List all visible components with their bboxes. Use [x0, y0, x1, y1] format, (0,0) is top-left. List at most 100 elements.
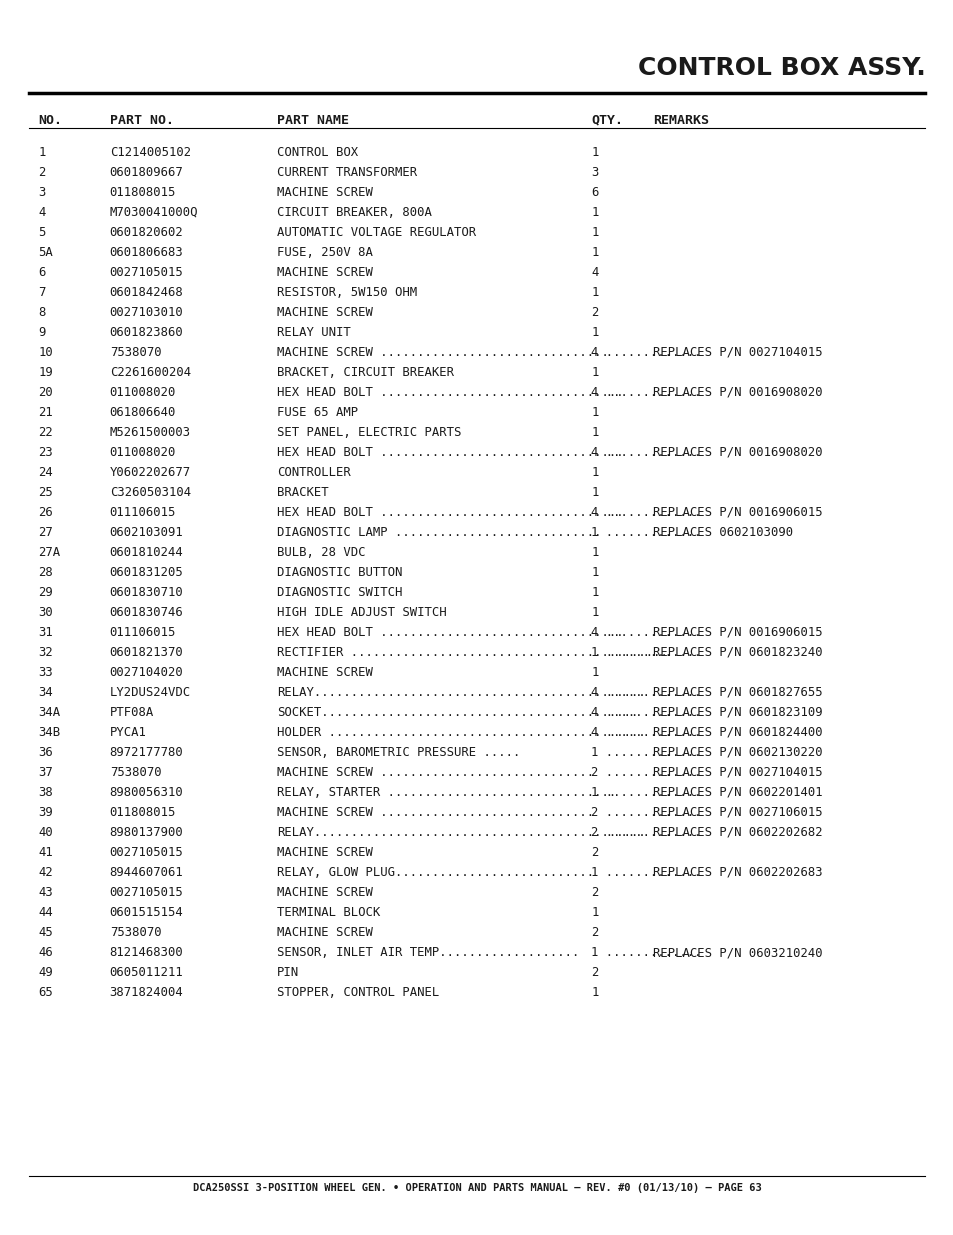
Text: 0601806683: 0601806683 [110, 246, 183, 259]
Text: 26: 26 [38, 506, 52, 519]
Text: 3871824004: 3871824004 [110, 986, 183, 999]
Text: REPLACES P/N 0602201401: REPLACES P/N 0602201401 [653, 785, 822, 799]
Text: 6: 6 [591, 185, 598, 199]
Text: 44: 44 [38, 906, 52, 919]
Text: 9: 9 [38, 326, 46, 338]
Text: STOPPER, CONTROL PANEL: STOPPER, CONTROL PANEL [276, 986, 438, 999]
Text: 0601515154: 0601515154 [110, 906, 183, 919]
Text: 011008020: 011008020 [110, 446, 176, 459]
Text: 8: 8 [38, 306, 46, 319]
Text: HEX HEAD BOLT .................................: HEX HEAD BOLT ..........................… [276, 385, 622, 399]
Text: 33: 33 [38, 666, 52, 679]
Text: SENSOR, BAROMETRIC PRESSURE .....: SENSOR, BAROMETRIC PRESSURE ..... [276, 746, 519, 760]
Text: 0027105015: 0027105015 [110, 266, 183, 279]
Text: REPLACES P/N 0602202683: REPLACES P/N 0602202683 [653, 866, 822, 879]
Text: 36: 36 [38, 746, 52, 760]
Text: 0601821370: 0601821370 [110, 646, 183, 659]
Text: TERMINAL BLOCK: TERMINAL BLOCK [276, 906, 379, 919]
Text: BULB, 28 VDC: BULB, 28 VDC [276, 546, 365, 559]
Text: 7538070: 7538070 [110, 926, 161, 939]
Text: RELAY, GLOW PLUG...........................: RELAY, GLOW PLUG........................… [276, 866, 593, 879]
Text: 1: 1 [591, 146, 598, 159]
Text: 8980137900: 8980137900 [110, 826, 183, 839]
Text: RECTIFIER ...........................................: RECTIFIER ..............................… [276, 646, 667, 659]
Text: 39: 39 [38, 806, 52, 819]
Text: 8972177780: 8972177780 [110, 746, 183, 760]
Text: 4: 4 [38, 206, 46, 219]
Text: 2: 2 [591, 966, 598, 979]
Text: 011008020: 011008020 [110, 385, 176, 399]
Text: 34B: 34B [38, 726, 60, 739]
Text: DIAGNOSTIC BUTTON: DIAGNOSTIC BUTTON [276, 566, 401, 579]
Text: REPLACES P/N 0602202682: REPLACES P/N 0602202682 [653, 826, 822, 839]
Text: 1: 1 [591, 606, 598, 619]
Text: 1: 1 [591, 226, 598, 238]
Text: 011808015: 011808015 [110, 185, 176, 199]
Text: 4 .............: 4 ............. [591, 506, 701, 519]
Text: MACHINE SCREW: MACHINE SCREW [276, 306, 372, 319]
Text: RESISTOR, 5W150 OHM: RESISTOR, 5W150 OHM [276, 285, 416, 299]
Text: 011106015: 011106015 [110, 626, 176, 638]
Text: 0601830710: 0601830710 [110, 585, 183, 599]
Text: SENSOR, INLET AIR TEMP...................: SENSOR, INLET AIR TEMP..................… [276, 946, 578, 960]
Text: QTY.: QTY. [591, 114, 623, 127]
Text: REPLACES P/N 0016906015: REPLACES P/N 0016906015 [653, 506, 822, 519]
Text: REPLACES P/N 0016908020: REPLACES P/N 0016908020 [653, 385, 822, 399]
Text: BRACKET: BRACKET [276, 485, 328, 499]
Text: MACHINE SCREW: MACHINE SCREW [276, 885, 372, 899]
Text: M5261500003: M5261500003 [110, 426, 191, 438]
Text: REPLACES P/N 0603210240: REPLACES P/N 0603210240 [653, 946, 822, 960]
Text: CURRENT TRANSFORMER: CURRENT TRANSFORMER [276, 165, 416, 179]
Text: REPLACES P/N 0016908020: REPLACES P/N 0016908020 [653, 446, 822, 459]
Text: M7030041000Q: M7030041000Q [110, 206, 198, 219]
Text: 1: 1 [591, 585, 598, 599]
Text: 4 .............: 4 ............. [591, 385, 701, 399]
Text: CIRCUIT BREAKER, 800A: CIRCUIT BREAKER, 800A [276, 206, 431, 219]
Text: 41: 41 [38, 846, 52, 860]
Text: 1: 1 [591, 206, 598, 219]
Text: 22: 22 [38, 426, 52, 438]
Text: 40: 40 [38, 826, 52, 839]
Text: DCA250SSI 3-POSITION WHEEL GEN. • OPERATION AND PARTS MANUAL — REV. #0 (01/13/10: DCA250SSI 3-POSITION WHEEL GEN. • OPERAT… [193, 1183, 760, 1193]
Text: 2: 2 [591, 306, 598, 319]
Text: 46: 46 [38, 946, 52, 960]
Text: 0027105015: 0027105015 [110, 846, 183, 860]
Text: RELAY.............................................: RELAY...................................… [276, 685, 645, 699]
Text: 0027103010: 0027103010 [110, 306, 183, 319]
Text: MACHINE SCREW .............................: MACHINE SCREW ..........................… [276, 806, 593, 819]
Text: 0601830746: 0601830746 [110, 606, 183, 619]
Text: C1214005102: C1214005102 [110, 146, 191, 159]
Text: 1 .............: 1 ............. [591, 526, 701, 538]
Text: 0605011211: 0605011211 [110, 966, 183, 979]
Text: 65: 65 [38, 986, 52, 999]
Text: 32: 32 [38, 646, 52, 659]
Text: 1: 1 [591, 986, 598, 999]
Text: 1: 1 [38, 146, 46, 159]
Text: BRACKET, CIRCUIT BREAKER: BRACKET, CIRCUIT BREAKER [276, 366, 454, 379]
Text: SET PANEL, ELECTRIC PARTS: SET PANEL, ELECTRIC PARTS [276, 426, 460, 438]
Text: 34A: 34A [38, 706, 60, 719]
Text: REPLACES P/N 0027104015: REPLACES P/N 0027104015 [653, 766, 822, 779]
Text: 8980056310: 8980056310 [110, 785, 183, 799]
Text: 061806640: 061806640 [110, 406, 176, 419]
Text: 2 .............: 2 ............. [591, 766, 701, 779]
Text: MACHINE SCREW: MACHINE SCREW [276, 266, 372, 279]
Text: 0601820602: 0601820602 [110, 226, 183, 238]
Text: 0601842468: 0601842468 [110, 285, 183, 299]
Text: 4 .............: 4 ............. [591, 726, 701, 739]
Text: 1 .............: 1 ............. [591, 785, 701, 799]
Text: DIAGNOSTIC LAMP ............................: DIAGNOSTIC LAMP ........................… [276, 526, 600, 538]
Text: MACHINE SCREW: MACHINE SCREW [276, 666, 372, 679]
Text: 1: 1 [591, 566, 598, 579]
Text: 7538070: 7538070 [110, 346, 161, 359]
Text: 43: 43 [38, 885, 52, 899]
Text: 1: 1 [591, 406, 598, 419]
Text: AUTOMATIC VOLTAGE REGULATOR: AUTOMATIC VOLTAGE REGULATOR [276, 226, 476, 238]
Text: PART NAME: PART NAME [276, 114, 348, 127]
Text: 2 .............: 2 ............. [591, 826, 701, 839]
Text: 4 .............: 4 ............. [591, 346, 701, 359]
Text: 011808015: 011808015 [110, 806, 176, 819]
Text: 1: 1 [591, 485, 598, 499]
Text: 21: 21 [38, 406, 52, 419]
Text: 0601823860: 0601823860 [110, 326, 183, 338]
